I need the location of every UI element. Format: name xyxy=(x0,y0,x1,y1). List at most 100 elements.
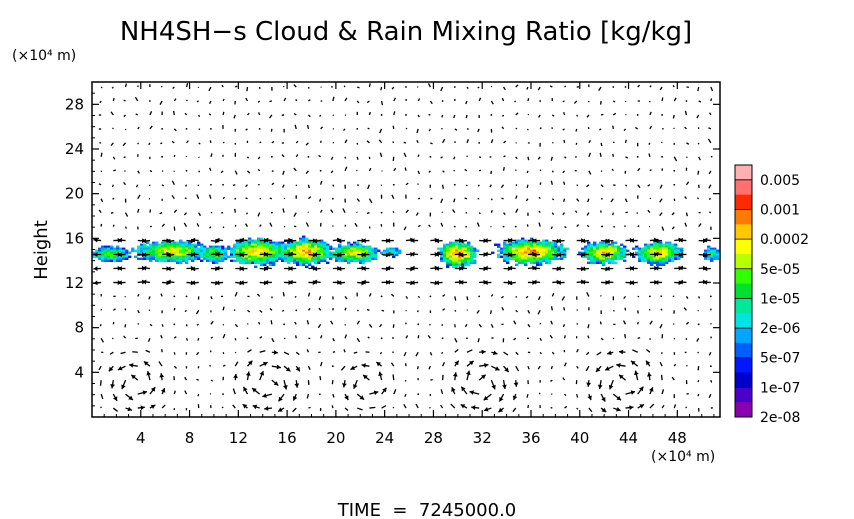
cloud-cell xyxy=(194,257,198,260)
wind-vector xyxy=(604,365,614,371)
cloud-cell xyxy=(641,255,645,258)
wind-vector xyxy=(686,156,688,159)
cloud-cell xyxy=(158,249,162,252)
wind-vector xyxy=(538,210,541,214)
cloud-cell xyxy=(146,257,150,260)
cloud-cell xyxy=(347,255,351,258)
wind-vector xyxy=(271,170,274,173)
wind-vector xyxy=(117,365,126,371)
cloud-cell xyxy=(653,261,657,264)
wind-vector xyxy=(222,351,225,355)
wind-vector xyxy=(330,320,334,325)
wind-vector xyxy=(685,181,690,186)
cloud-cell xyxy=(680,249,684,252)
cloud-cell xyxy=(359,257,363,260)
wind-vector xyxy=(672,114,675,119)
colorbar-label: 1e-05 xyxy=(760,291,800,307)
cloud-cell xyxy=(122,247,126,250)
wind-vector xyxy=(576,323,579,325)
wind-vector xyxy=(515,84,519,88)
wind-vector xyxy=(173,323,176,326)
wind-vector xyxy=(465,370,471,381)
cloud-cell xyxy=(509,245,513,248)
cloud-cell xyxy=(704,257,708,260)
cloud-cell xyxy=(113,247,117,250)
cloud-cell xyxy=(104,259,108,262)
wind-vector xyxy=(678,252,687,257)
wind-vector xyxy=(270,211,273,214)
wind-vector xyxy=(344,139,348,144)
x-tick-label: 48 xyxy=(668,429,687,447)
wind-vector xyxy=(515,295,518,298)
cloud-cell xyxy=(599,245,603,248)
cloud-cell xyxy=(536,255,540,258)
cloud-cell xyxy=(212,245,216,248)
wind-vector xyxy=(356,393,365,401)
wind-vector xyxy=(612,212,614,216)
cloud-cell xyxy=(254,265,258,268)
wind-vector xyxy=(282,170,285,175)
wind-vector xyxy=(368,83,371,88)
cloud-cell xyxy=(368,253,372,256)
cloud-cell xyxy=(467,243,471,246)
cloud-cell xyxy=(455,247,459,250)
cloud-cell xyxy=(311,251,315,254)
cloud-cell xyxy=(542,241,546,244)
cloud-cell xyxy=(275,249,279,252)
wind-vector xyxy=(197,393,200,397)
cloud-cell xyxy=(209,245,213,248)
cloud-cell xyxy=(203,251,207,254)
wind-vector xyxy=(464,168,468,172)
wind-vector xyxy=(332,141,335,144)
wind-vector xyxy=(454,360,460,367)
cloud-cell xyxy=(218,251,222,254)
wind-vector xyxy=(550,406,553,409)
wind-vector xyxy=(454,337,458,343)
wind-vector xyxy=(588,139,591,144)
cloud-cell xyxy=(140,251,144,254)
wind-vector xyxy=(525,295,529,299)
cloud-cell xyxy=(524,245,528,248)
cloud-cell xyxy=(155,257,159,260)
cloud-cell xyxy=(152,251,156,254)
cloud-cell xyxy=(647,253,651,256)
wind-vector xyxy=(393,389,397,395)
cloud-cell xyxy=(326,261,330,264)
cloud-cell xyxy=(449,253,453,256)
cloud-cell xyxy=(623,255,627,258)
wind-vector xyxy=(612,100,616,103)
cloud-cell xyxy=(209,257,213,260)
wind-vector xyxy=(120,351,126,355)
cloud-cell xyxy=(521,245,525,248)
cloud-cell xyxy=(248,259,252,262)
cloud-cell xyxy=(242,247,246,250)
wind-vector xyxy=(532,279,541,285)
wind-vector xyxy=(93,266,102,272)
cloud-cell xyxy=(641,257,645,260)
cloud-cell xyxy=(578,251,582,254)
wind-vector xyxy=(562,377,566,381)
cloud-cell xyxy=(272,247,276,250)
cloud-cell xyxy=(548,247,552,250)
cloud-cell xyxy=(251,253,255,256)
wind-vector xyxy=(403,152,407,158)
wind-vector xyxy=(112,393,118,402)
cloud-cell xyxy=(167,245,171,248)
cloud-cell xyxy=(125,257,129,260)
cloud-cell xyxy=(131,247,135,250)
cloud-cell xyxy=(707,249,711,252)
wind-vector xyxy=(137,126,140,130)
wind-vector xyxy=(661,155,663,158)
wind-vector xyxy=(142,279,151,285)
wind-vector xyxy=(434,266,443,271)
wind-vector xyxy=(159,212,163,215)
cloud-cell xyxy=(452,253,456,256)
cloud-cell xyxy=(440,251,444,254)
wind-vector xyxy=(587,393,592,401)
cloud-cell xyxy=(608,247,612,250)
wind-vector xyxy=(135,184,139,188)
cloud-cell xyxy=(512,245,516,248)
cloud-cell xyxy=(158,257,162,260)
cloud-cell xyxy=(167,257,171,260)
cloud-cell xyxy=(518,257,522,260)
